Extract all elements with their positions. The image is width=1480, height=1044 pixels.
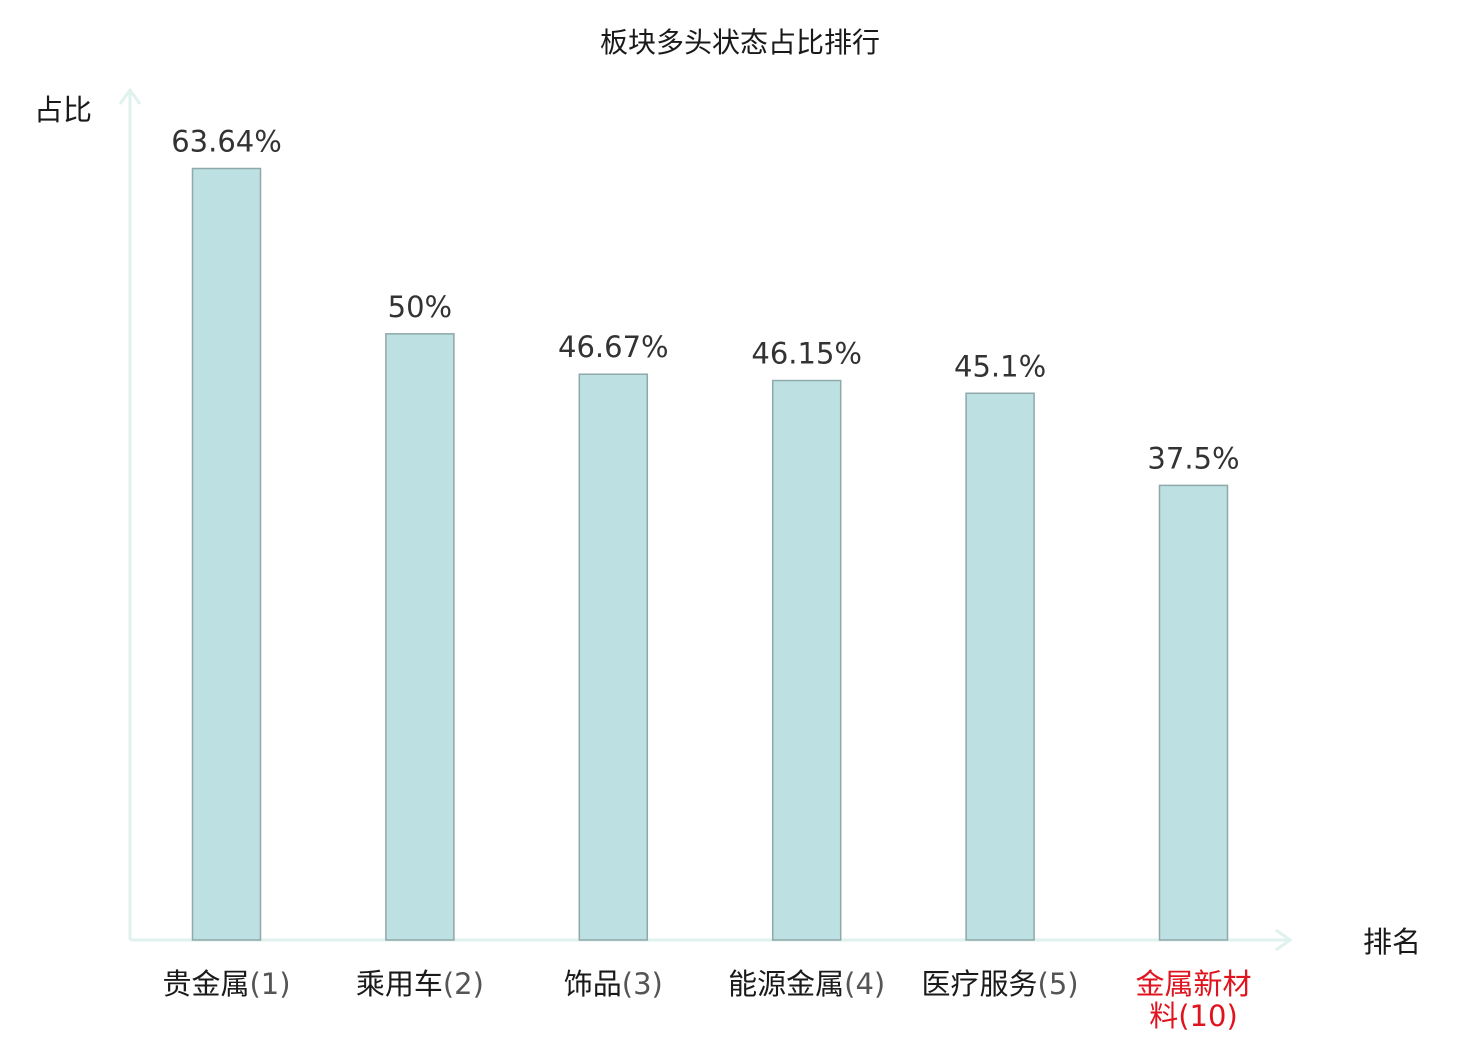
axes	[118, 87, 1293, 952]
category-rank-1: (1)	[249, 967, 290, 1001]
category-rank-3: (3)	[622, 967, 663, 1001]
category-rank-5: (5)	[1038, 967, 1079, 1001]
bar-6	[1158, 484, 1229, 941]
category-name-2: 乘用车	[356, 967, 443, 1001]
category-label-6-line2: 料(10)	[1149, 999, 1238, 1033]
y-axis-arrow	[118, 87, 142, 105]
category-label-4: 能源金属(4)	[728, 967, 885, 1001]
category-name-tail: 料	[1149, 999, 1178, 1033]
category-rank-4: (4)	[844, 967, 885, 1001]
category-name-5: 医疗服务	[922, 967, 1038, 1001]
value-label-6: 37.5%	[1147, 441, 1239, 475]
value-label-1: 63.64%	[171, 125, 282, 159]
value-label-4: 46.15%	[751, 337, 862, 371]
category-name-4: 能源金属	[728, 967, 844, 1001]
value-label-5: 45.1%	[954, 349, 1046, 383]
bar-4	[771, 379, 842, 941]
category-label-2: 乘用车(2)	[356, 967, 484, 1001]
value-label-2: 50%	[388, 290, 452, 324]
category-label-5: 医疗服务(5)	[922, 967, 1079, 1001]
value-labels-group: 63.64% 50% 46.67% 46.15% 45.1% 37.5%	[171, 125, 1239, 476]
value-label-3: 46.67%	[558, 330, 669, 364]
category-rank-2: (2)	[443, 967, 484, 1001]
category-name-1: 贵金属	[162, 967, 249, 1001]
y-axis-label: 占比	[34, 93, 92, 127]
category-rank-6: (10)	[1178, 999, 1238, 1033]
category-name-3: 饰品	[564, 967, 622, 1001]
bar-2	[385, 333, 455, 941]
bar-5	[965, 392, 1035, 941]
bar-3	[578, 373, 649, 941]
x-axis-arrow	[1275, 928, 1293, 952]
bar-1	[191, 167, 262, 941]
x-axis-label: 排名	[1363, 925, 1421, 959]
category-label-6: 金属新材	[1135, 967, 1251, 1001]
chart-title: 板块多头状态占比排行	[600, 26, 880, 59]
bars-group	[191, 167, 1229, 941]
category-label-1: 贵金属(1)	[162, 967, 290, 1001]
category-label-3: 饰品(3)	[564, 967, 663, 1001]
